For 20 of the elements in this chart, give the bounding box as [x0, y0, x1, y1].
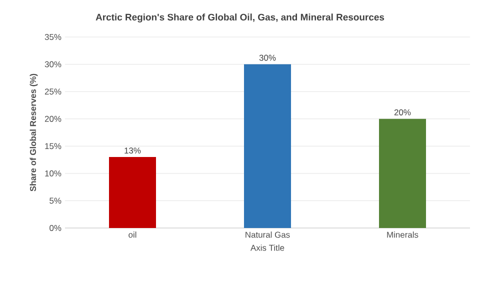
data-label: 30%	[259, 54, 276, 61]
bar	[244, 64, 292, 228]
y-tick-label: 0%	[50, 225, 62, 231]
y-tick-label: 35%	[44, 34, 62, 40]
y-axis-title: Share of Global Reserves (%)	[30, 74, 38, 192]
y-tick-label: 30%	[44, 61, 62, 68]
data-label: 20%	[394, 109, 411, 116]
bar	[109, 157, 156, 228]
x-tick-label: oil	[128, 232, 136, 238]
x-axis-title: Axis Title	[250, 244, 284, 251]
x-tick-label: Minerals	[387, 232, 418, 238]
y-tick-label: 5%	[50, 198, 62, 204]
y-tick-label: 15%	[45, 143, 62, 150]
chart-title: Arctic Region's Share of Global Oil, Gas, and Mineral Resources	[96, 14, 384, 22]
y-tick-label: 10%	[45, 170, 62, 176]
data-label: 13%	[124, 148, 141, 154]
bar	[379, 118, 426, 228]
y-tick-label: 25%	[44, 88, 62, 95]
x-tick-label: Natural Gas	[246, 232, 290, 238]
y-tick-label: 20%	[44, 116, 62, 122]
